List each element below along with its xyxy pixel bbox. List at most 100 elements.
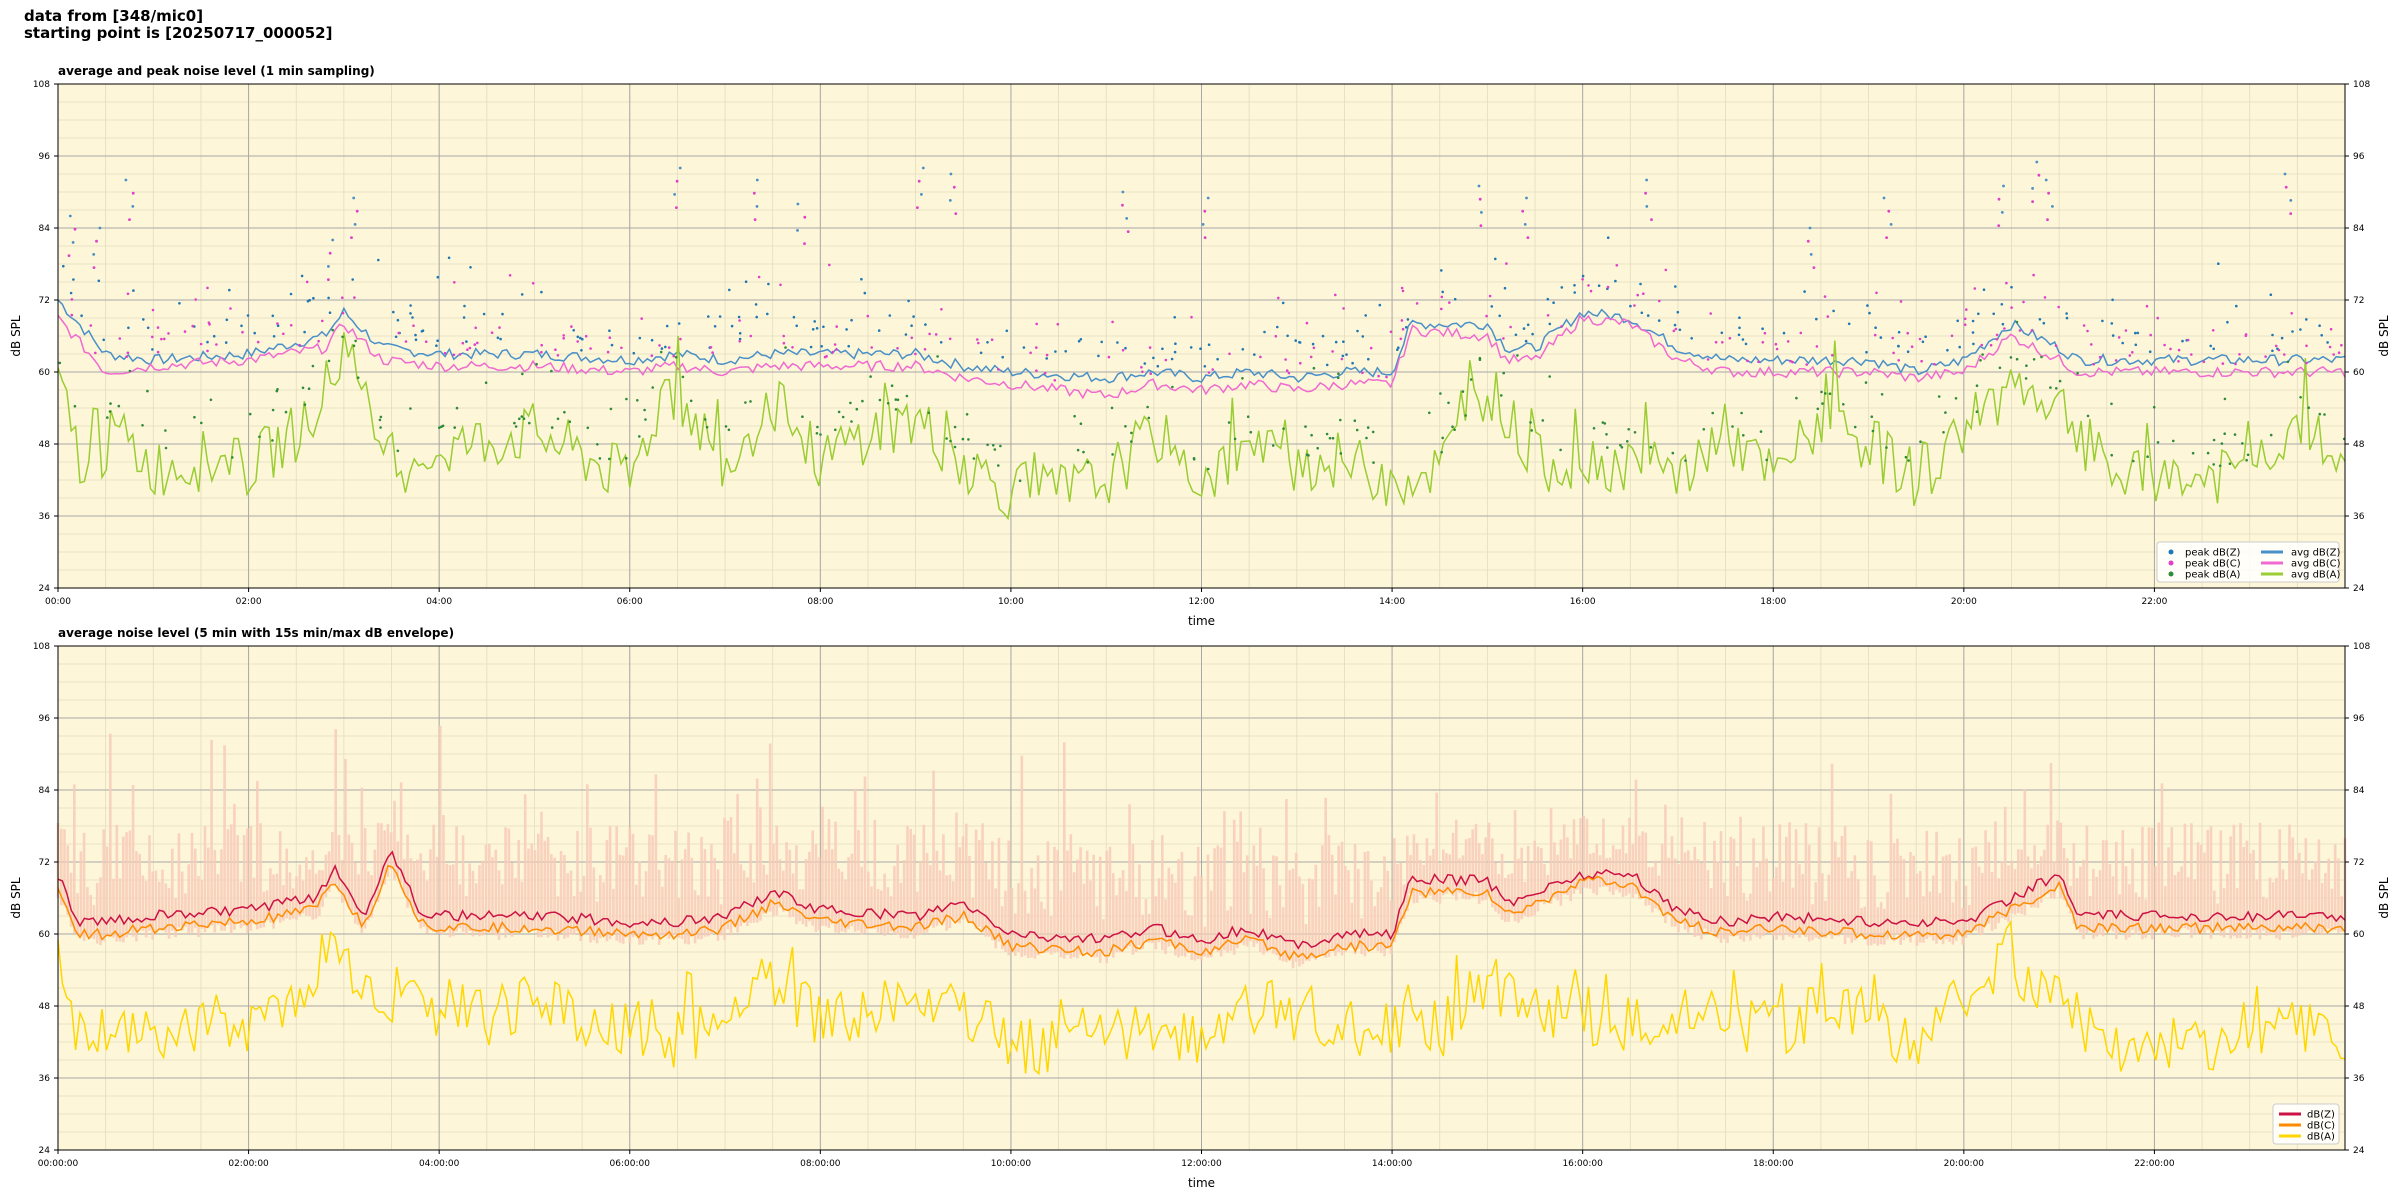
peak-dot xyxy=(2191,451,2195,455)
peak-dot xyxy=(2217,262,2220,266)
peak-dot xyxy=(1140,366,1143,369)
peak-dot xyxy=(1815,317,1818,321)
peak-dot xyxy=(92,266,96,269)
peak-dot xyxy=(199,342,203,346)
peak-dot xyxy=(949,172,953,176)
peak-dot xyxy=(672,354,675,358)
peak-dot xyxy=(396,318,400,322)
peak-dot xyxy=(1079,338,1083,341)
x-tick-label: 18:00 xyxy=(1760,597,1786,607)
peak-dot xyxy=(1826,315,1830,318)
peak-dot xyxy=(2049,386,2052,389)
peak-dot xyxy=(841,415,845,419)
peak-dot xyxy=(1795,396,1798,400)
series-line-db-a- xyxy=(57,919,2346,1076)
peak-dot xyxy=(1720,331,1724,335)
peak-dot xyxy=(1875,291,1878,295)
peak-dot xyxy=(1774,342,1778,346)
peak-dot xyxy=(1494,257,1497,261)
peak-dot xyxy=(1453,297,1457,301)
peak-dot xyxy=(68,214,72,218)
peak-dot xyxy=(1035,322,1038,326)
peak-dot xyxy=(2001,322,2005,326)
peak-dot xyxy=(404,340,408,343)
peak-dot xyxy=(1111,453,1114,456)
peak-dot xyxy=(215,343,218,346)
peak-dot xyxy=(738,319,741,322)
peak-dot xyxy=(71,241,75,244)
peak-dot xyxy=(1865,350,1868,354)
peak-dot xyxy=(127,326,130,330)
peak-dot xyxy=(866,314,870,318)
peak-dot xyxy=(659,350,663,354)
peak-dot xyxy=(831,350,835,354)
peak-dot xyxy=(1672,329,1676,333)
peak-dot xyxy=(540,290,543,294)
peak-dot xyxy=(1453,428,1456,432)
peak-dot xyxy=(2156,441,2160,444)
peak-dot xyxy=(1385,375,1388,379)
peak-dot xyxy=(2146,455,2149,459)
peak-dot xyxy=(2031,187,2034,190)
peak-dot xyxy=(108,410,112,413)
peak-dot xyxy=(1799,331,1803,335)
peak-dot xyxy=(1560,325,1563,328)
peak-dot xyxy=(124,178,128,182)
peak-dot xyxy=(2000,303,2004,306)
y-tick-label-right: 60 xyxy=(2353,930,2365,940)
peak-dot xyxy=(1678,328,1682,332)
peak-dot xyxy=(435,344,438,348)
peak-dot xyxy=(1709,312,1712,315)
peak-dot xyxy=(1082,450,1085,454)
peak-dot xyxy=(1738,316,1741,320)
peak-dot xyxy=(2057,305,2060,309)
peak-dot xyxy=(2090,343,2093,346)
peak-dot xyxy=(117,404,121,408)
peak-dot xyxy=(307,387,311,391)
peak-dot xyxy=(520,415,524,418)
peak-dot xyxy=(610,343,614,347)
peak-dot xyxy=(94,351,97,355)
peak-dot xyxy=(1906,350,1910,354)
legend-box xyxy=(2156,541,2340,583)
peak-dot xyxy=(1614,279,1617,283)
peak-dot xyxy=(1971,331,1975,334)
peak-dot xyxy=(1345,353,1348,356)
peak-dot xyxy=(1956,319,1959,323)
peak-dot xyxy=(2040,355,2043,359)
peak-dot xyxy=(1173,316,1176,319)
peak-dot xyxy=(1294,339,1297,342)
peak-dot xyxy=(1022,346,1026,349)
peak-dot xyxy=(2233,433,2237,436)
peak-dot xyxy=(2245,458,2248,462)
peak-dot xyxy=(1282,427,1285,431)
peak-dot xyxy=(1633,431,1637,434)
peak-dot xyxy=(327,265,330,268)
peak-dot xyxy=(1400,286,1404,290)
peak-dot xyxy=(1740,411,1743,415)
peak-dot xyxy=(1973,287,1977,290)
peak-dot xyxy=(2218,464,2222,468)
peak-dot xyxy=(535,362,538,366)
series-line-db-c- xyxy=(57,864,2346,962)
peak-dot xyxy=(1573,284,1576,287)
peak-dot xyxy=(160,337,163,341)
peak-dot xyxy=(1980,343,1984,347)
peak-dot xyxy=(1546,297,1550,301)
peak-dot xyxy=(128,369,132,373)
peak-dot xyxy=(910,324,913,328)
peak-dot xyxy=(563,410,566,414)
peak-dot xyxy=(2246,453,2250,457)
peak-dot xyxy=(271,314,275,318)
y-tick-label-right: 36 xyxy=(2353,512,2365,522)
peak-dot xyxy=(961,437,965,441)
peak-dot xyxy=(608,329,611,333)
peak-dot xyxy=(438,426,441,430)
peak-dot xyxy=(208,323,211,326)
peak-dot xyxy=(2234,362,2237,366)
peak-dot xyxy=(1328,436,1332,440)
peak-dot xyxy=(1286,334,1289,338)
peak-dot xyxy=(1963,323,1967,327)
y-axis-label-right: dB SPL xyxy=(2377,315,2391,357)
